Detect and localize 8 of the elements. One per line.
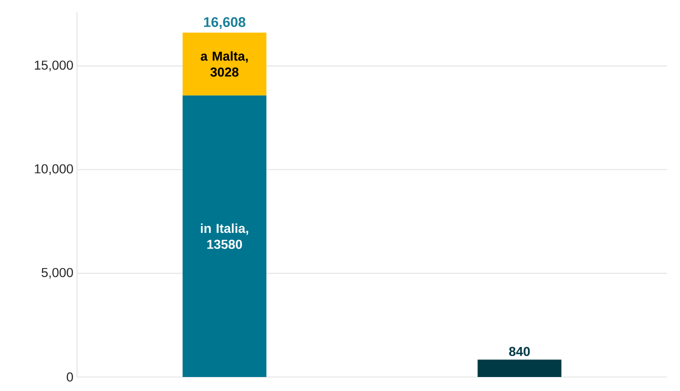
total-label: 16,608	[204, 17, 246, 30]
y-tick-label: 10,000	[34, 164, 73, 175]
y-tick-label: 0	[66, 372, 73, 382]
data-label: in Italia, 13580	[200, 223, 248, 249]
data-label: a Malta, 3028	[200, 51, 248, 77]
y-tick-label: 15,000	[34, 60, 73, 72]
data-label: 840	[509, 346, 530, 356]
y-tick-label: 5,000	[42, 268, 73, 279]
